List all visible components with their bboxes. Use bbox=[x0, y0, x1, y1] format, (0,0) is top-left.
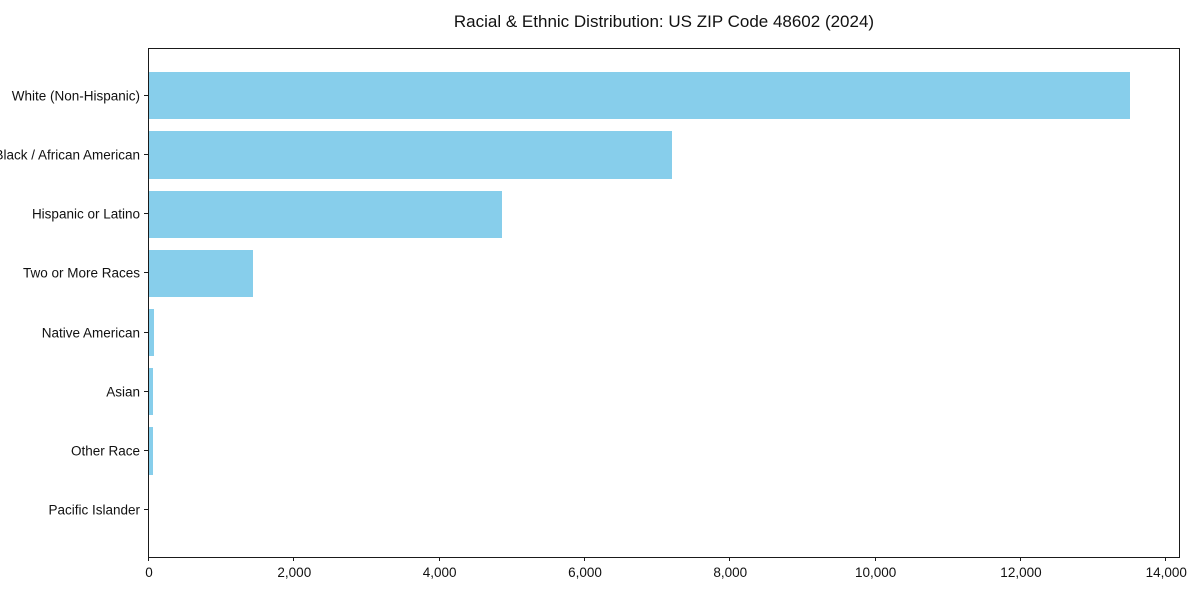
y-axis-label-asian: Asian bbox=[106, 384, 140, 400]
y-axis-tick-asian bbox=[144, 390, 148, 392]
plot-area: White (Non-Hispanic) Black / African Amer… bbox=[0, 48, 1187, 580]
x-axis-label-4000: 4,000 bbox=[422, 565, 457, 580]
y-axis-tick-native-american bbox=[144, 331, 148, 333]
x-axis-tick-10000 bbox=[874, 557, 876, 561]
bar-other-race bbox=[149, 427, 154, 475]
y-axis-label-two-or-more-races: Two or More Races bbox=[22, 265, 140, 281]
y-axis-tick-black-african-american bbox=[144, 153, 148, 155]
bar-white-non-hispanic bbox=[149, 72, 1130, 120]
y-axis-tick-hispanic-or-latino bbox=[144, 213, 148, 215]
bar-native-american bbox=[149, 308, 154, 357]
y-axis-tick-white-non-hispanic bbox=[144, 94, 148, 96]
x-axis-tick-4000 bbox=[438, 557, 440, 561]
x-axis-label-8000: 8,000 bbox=[713, 565, 748, 580]
x-axis-label-0: 0 bbox=[145, 565, 153, 580]
x-axis-tick-14000 bbox=[1165, 557, 1167, 561]
bar-two-or-more-races bbox=[149, 249, 253, 298]
y-axis-label-white-non-hispanic: White (Non-Hispanic) bbox=[11, 88, 140, 104]
x-axis-tick-2000 bbox=[293, 557, 295, 561]
y-axis-label-black-african-american: Black / African American bbox=[0, 147, 140, 163]
y-axis-label-hispanic-or-latino: Hispanic or Latino bbox=[31, 206, 140, 222]
y-axis-tick-pacific-islander bbox=[144, 509, 148, 511]
x-axis-tick-0 bbox=[148, 557, 149, 561]
x-axis-label-14000: 14,000 bbox=[1145, 565, 1187, 580]
y-axis-label-other-race: Other Race bbox=[70, 443, 140, 459]
x-axis-tick-8000 bbox=[729, 557, 731, 561]
y-axis-label-native-american: Native American bbox=[41, 325, 140, 341]
x-axis-label-2000: 2,000 bbox=[277, 565, 312, 580]
x-axis-tick-6000 bbox=[583, 557, 585, 561]
bar-black-african-american bbox=[149, 131, 673, 179]
x-axis-tick-12000 bbox=[1019, 557, 1021, 561]
chart-title: Racial & Ethnic Distribution: US ZIP Cod… bbox=[453, 12, 875, 31]
x-axis-label-12000: 12,000 bbox=[1000, 565, 1042, 580]
bar-asian bbox=[149, 368, 153, 416]
x-axis-label-6000: 6,000 bbox=[568, 565, 602, 580]
y-axis-tick-two-or-more-races bbox=[144, 272, 148, 274]
y-axis-tick-other-race bbox=[144, 450, 148, 452]
bar-hispanic-or-latino bbox=[149, 190, 503, 238]
x-axis-label-10000: 10,000 bbox=[854, 565, 897, 580]
y-axis-label-pacific-islander: Pacific Islander bbox=[48, 502, 140, 518]
